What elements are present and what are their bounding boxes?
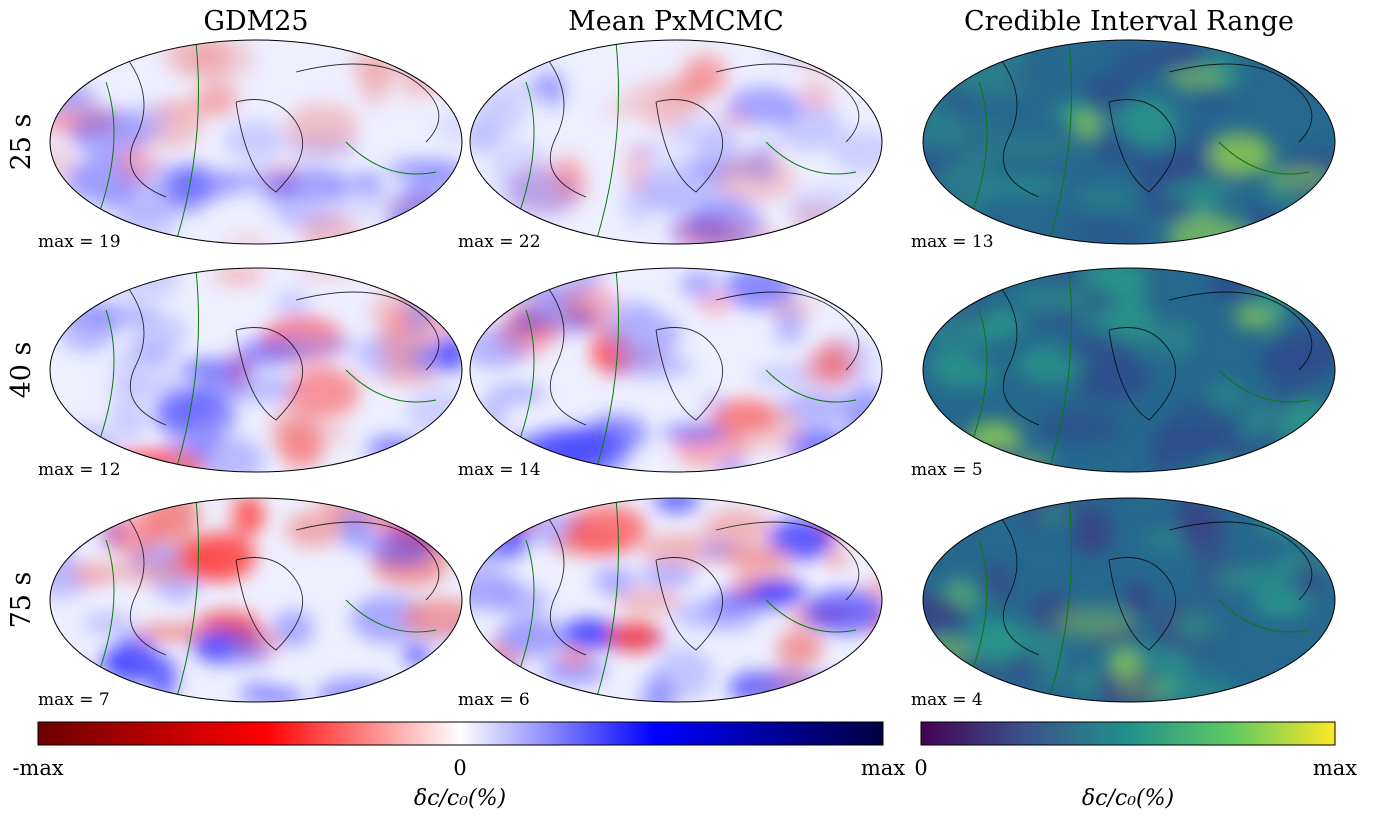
colorbar-tick: max bbox=[861, 756, 905, 780]
map bbox=[463, 250, 892, 482]
map bbox=[35, 255, 480, 487]
max-label: max = 19 bbox=[38, 232, 121, 252]
map bbox=[461, 20, 918, 258]
figure: -max 0 max δc/c₀(%) 0 max δc/c₀(%) GDM25… bbox=[0, 0, 1386, 817]
max-label: max = 14 bbox=[458, 460, 541, 480]
row-label: 25 s bbox=[6, 114, 37, 171]
map bbox=[896, 487, 1350, 708]
row-label: 40 s bbox=[6, 342, 37, 399]
colorbar-diverging bbox=[38, 722, 883, 745]
colorbar-tick: 0 bbox=[914, 756, 927, 780]
max-label: max = 7 bbox=[38, 690, 110, 710]
map-panels bbox=[16, 20, 1366, 721]
colorbar-label: δc/c₀(%) bbox=[1082, 786, 1174, 811]
max-label: max = 12 bbox=[38, 460, 121, 480]
colorbar-tick: 0 bbox=[453, 756, 466, 780]
column-title: GDM25 bbox=[203, 6, 308, 37]
colorbar-tick: -max bbox=[12, 756, 64, 780]
max-label: max = 22 bbox=[458, 232, 541, 252]
map bbox=[16, 35, 483, 257]
map bbox=[27, 477, 492, 711]
colorbar-tick: max bbox=[1313, 756, 1357, 780]
map bbox=[902, 29, 1354, 261]
max-label: max = 5 bbox=[911, 460, 983, 480]
column-title: Mean PxMCMC bbox=[568, 6, 784, 37]
colorbar-sequential bbox=[921, 722, 1335, 745]
colorbar-label: δc/c₀(%) bbox=[414, 786, 506, 811]
column-title: Credible Interval Range bbox=[964, 6, 1294, 37]
map bbox=[903, 247, 1367, 485]
row-label: 75 s bbox=[6, 572, 37, 629]
map bbox=[445, 487, 895, 721]
max-label: max = 4 bbox=[911, 690, 983, 710]
max-label: max = 13 bbox=[911, 232, 994, 252]
max-label: max = 6 bbox=[458, 690, 530, 710]
